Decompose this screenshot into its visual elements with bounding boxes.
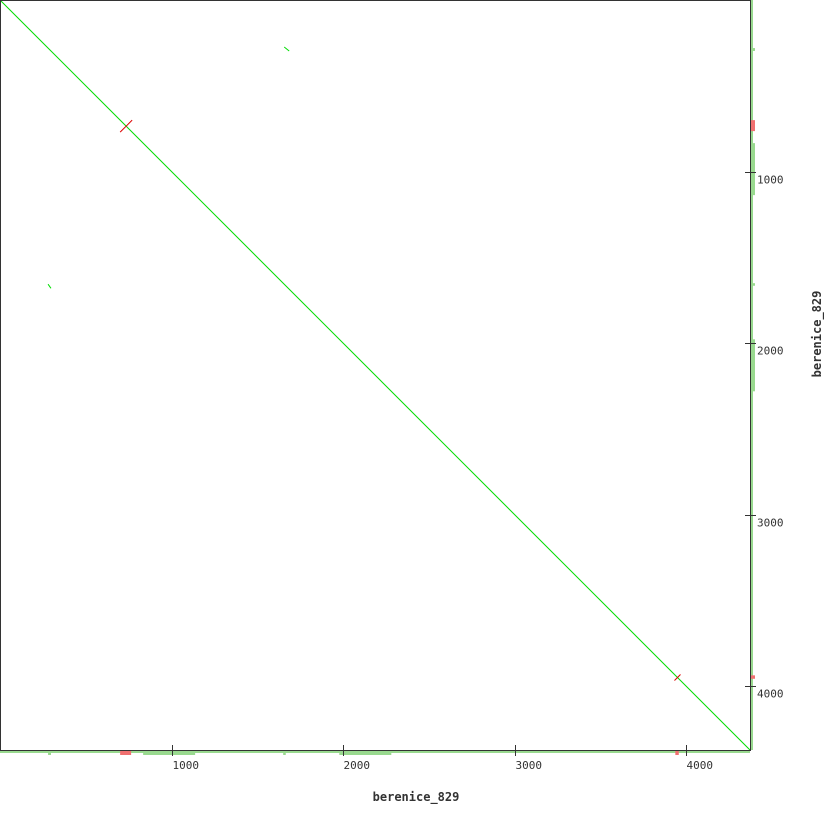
y-tick-label: 2000 [757, 345, 784, 358]
reverse-segment [674, 674, 681, 681]
y-annotation-bar [751, 283, 755, 286]
axis-ticks: 1000 2000 3000 4000 1000 2000 3000 4000 [172, 172, 784, 772]
y-tick-label: 4000 [757, 688, 784, 701]
reverse-segment [119, 119, 133, 133]
x-annotation-bar [48, 751, 51, 755]
y-annotation-bar [751, 339, 755, 392]
x-annotation-bar [675, 751, 679, 755]
x-axis-title: berenice_829 [373, 790, 460, 805]
alignment-segments [0, 0, 751, 751]
x-tick-label: 1000 [173, 759, 200, 772]
x-tick-label: 3000 [516, 759, 543, 772]
y-annotation-bar [751, 675, 755, 679]
forward-segment [0, 0, 751, 751]
x-annotation-bar [120, 751, 132, 755]
y-tick-label: 3000 [757, 517, 784, 530]
plot-frame [0, 0, 751, 751]
x-annotation-bar [339, 751, 392, 755]
forward-segment [283, 46, 290, 52]
forward-segment [47, 283, 52, 289]
y-annotation-bar [751, 48, 755, 51]
x-annotation-bar [283, 751, 286, 755]
y-tick-label: 1000 [757, 174, 784, 187]
y-annotation-bar [751, 143, 755, 196]
x-tick-label: 4000 [687, 759, 714, 772]
margin-annotations [0, 0, 755, 755]
x-annotation-bar [143, 751, 196, 755]
x-tick-label: 2000 [344, 759, 371, 772]
y-annotation-bar [751, 120, 755, 132]
y-axis-title: berenice_829 [810, 291, 825, 378]
